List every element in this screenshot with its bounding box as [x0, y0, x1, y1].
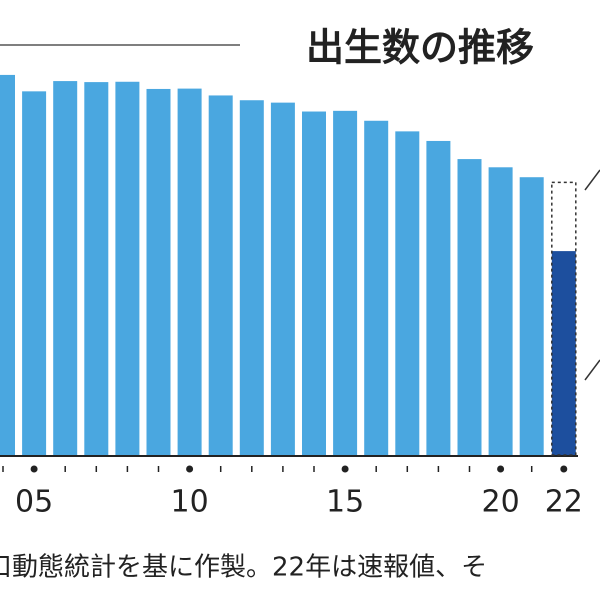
bar [426, 140, 451, 455]
bar [177, 88, 202, 456]
bar [302, 111, 326, 456]
axis-dot [30, 465, 38, 473]
bar [364, 120, 389, 456]
annotation-leader [584, 169, 600, 191]
bar [84, 82, 109, 456]
annotation-leader [584, 359, 600, 381]
bar [22, 91, 47, 455]
bar [239, 100, 264, 455]
bar [333, 110, 358, 455]
bar [519, 177, 544, 456]
bar [53, 81, 78, 455]
chart-title: 出生数の推移 [306, 26, 534, 70]
bar [488, 167, 513, 455]
axis-dot [186, 465, 194, 473]
axis-dot [497, 465, 505, 473]
bar [395, 131, 420, 456]
x-tick-label: 10 [171, 485, 209, 520]
bar [208, 95, 233, 456]
bar [551, 251, 576, 455]
bar [270, 102, 295, 455]
x-tick-label: 05 [15, 485, 53, 520]
bar [551, 181, 577, 456]
axis-dot [560, 465, 568, 473]
bar [0, 74, 15, 455]
source-note: 口動態統計を基に作製。22年は速報値、そ [0, 553, 487, 583]
bar [457, 159, 482, 455]
bar [146, 88, 171, 456]
x-tick-label: 20 [482, 485, 520, 520]
x-tick-label: 15 [326, 485, 364, 520]
x-tick-label: 22 [545, 485, 583, 520]
bar [115, 81, 140, 456]
axis-dot [341, 465, 349, 473]
